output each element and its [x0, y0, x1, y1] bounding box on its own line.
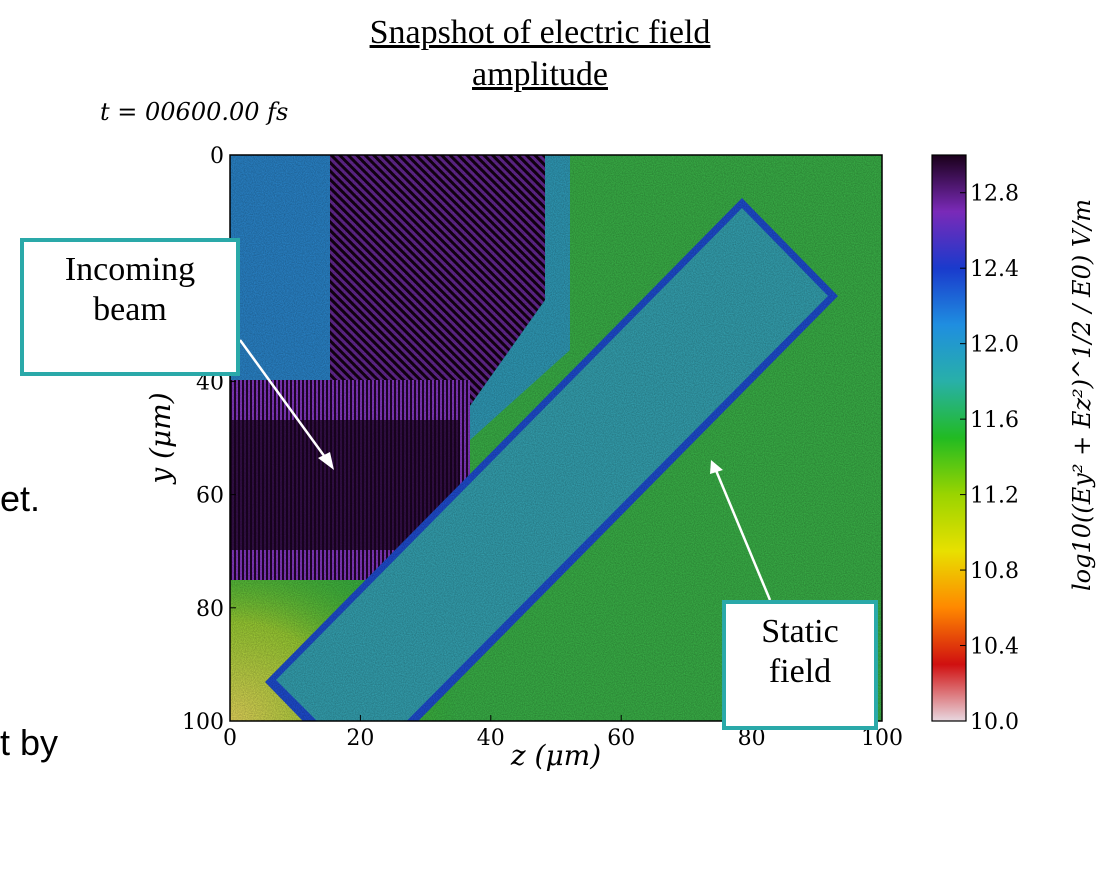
- colorbar-tick-label: 10.8: [970, 559, 1019, 584]
- callout-incoming-line-1: Incoming: [64, 251, 196, 288]
- x-axis: 0 20 40 60 80 100: [223, 715, 903, 751]
- colorbar-ticks: 12.8 12.4 12.0 11.6 11.2 10.8 10.4 10.0: [960, 182, 1019, 735]
- side-text-1: et.: [0, 478, 41, 519]
- x-tick-label: 80: [738, 726, 766, 751]
- y-tick-label: 0: [210, 144, 224, 169]
- static-arrow-line: [713, 467, 772, 601]
- side-text-2: t by: [0, 722, 59, 763]
- static-arrow-head: [710, 460, 723, 474]
- x-tick-label: 40: [477, 726, 505, 751]
- callout-incoming-beam: Incoming beam: [20, 238, 240, 376]
- colorbar-label: log10((Ey² + Ez²)^1/2 / E0) V/m: [1068, 199, 1096, 591]
- colorbar-tick-label: 10.4: [970, 635, 1019, 660]
- callout-static-line-2: field: [768, 653, 832, 690]
- colorbar-tick-label: 10.0: [970, 710, 1019, 735]
- colorbar-tick-label: 12.8: [970, 182, 1019, 207]
- callout-incoming-line-2: beam: [93, 291, 167, 328]
- y-tick-label: 80: [196, 597, 224, 622]
- y-tick-label: 100: [182, 710, 224, 735]
- y-axis-label: y (μm): [144, 392, 177, 485]
- x-tick-label: 20: [346, 726, 374, 751]
- colorbar: [931, 154, 967, 722]
- plot-frame: [229, 154, 883, 722]
- x-axis-label: z (μm): [510, 739, 601, 772]
- title-line-2: amplitude: [472, 56, 608, 93]
- callout-static-field: Static field: [722, 600, 878, 730]
- time-label: t = 00600.00 fs: [100, 98, 289, 126]
- colorbar-tick-label: 12.0: [970, 333, 1019, 358]
- x-tick-label: 100: [861, 726, 903, 751]
- colorbar-tick-label: 11.2: [970, 484, 1019, 509]
- colorbar-tick-label: 12.4: [970, 257, 1019, 282]
- y-tick-label: 60: [196, 484, 224, 509]
- incoming-arrow-head: [318, 452, 334, 470]
- colorbar-tick-label: 11.6: [970, 408, 1019, 433]
- callout-static-line-1: Static: [761, 613, 839, 650]
- incoming-arrow-line: [238, 339, 332, 465]
- heatmap-area: [230, 155, 882, 721]
- title-line-1: Snapshot of electric field: [369, 14, 711, 51]
- x-tick-label: 60: [607, 726, 635, 751]
- slide-title: Snapshot of electric field amplitude: [260, 12, 820, 96]
- x-tick-label: 0: [223, 726, 237, 751]
